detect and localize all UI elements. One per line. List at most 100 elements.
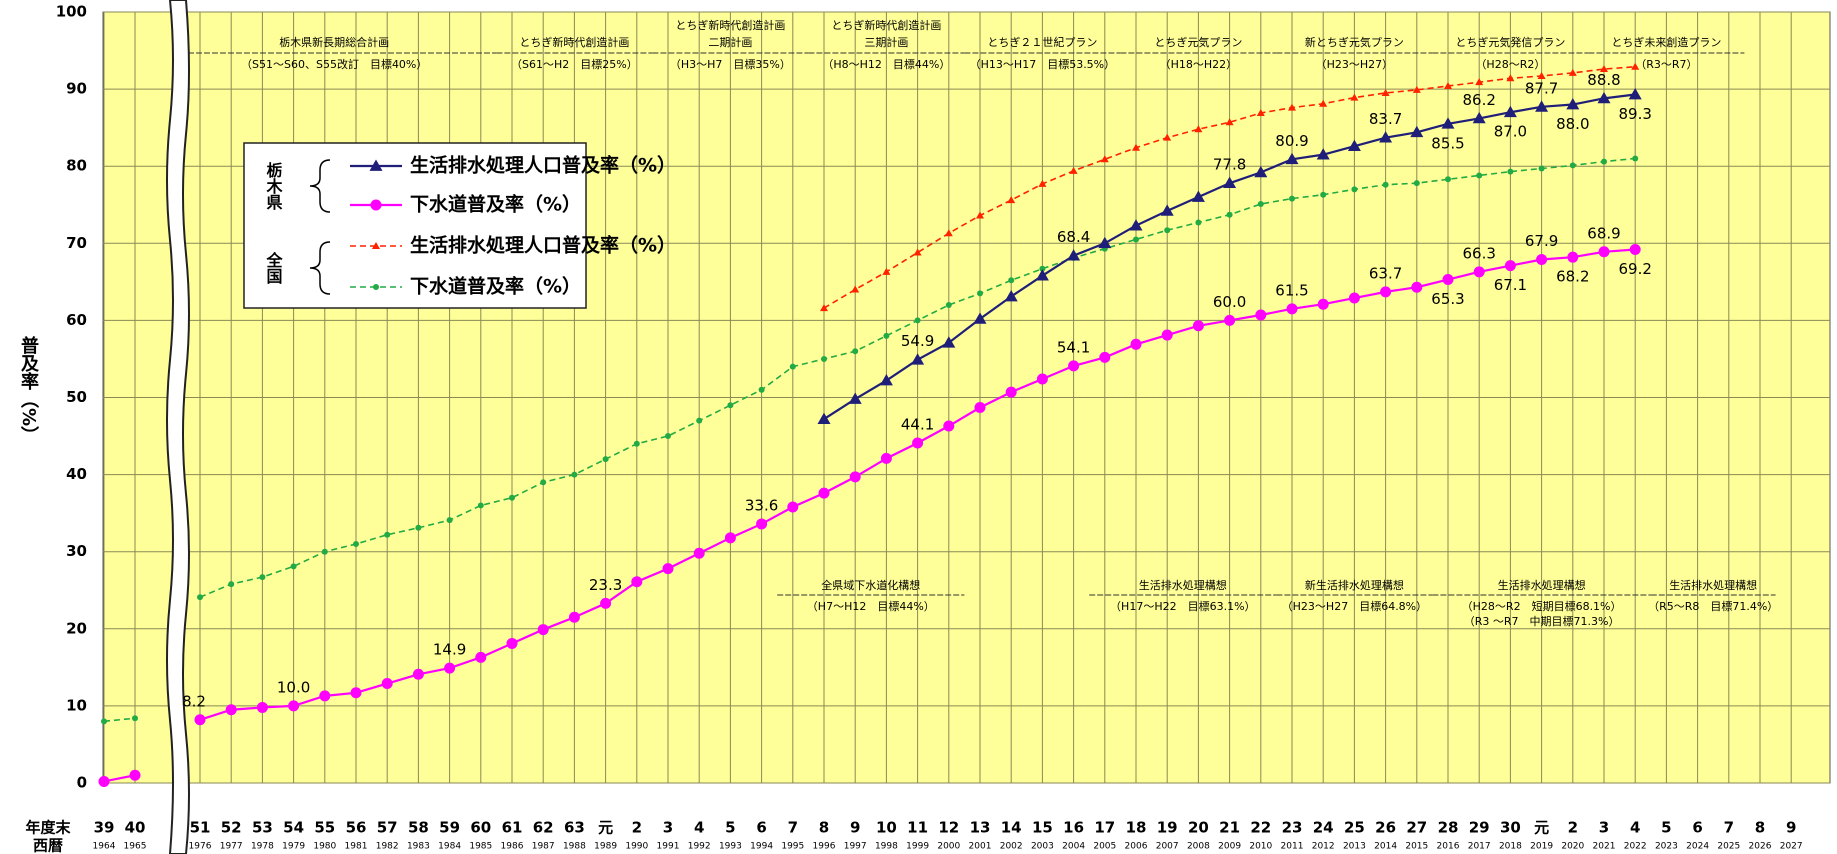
- marker: [1035, 269, 1049, 281]
- x-tick-label: 62: [533, 819, 554, 837]
- legend-label: 生活排水処理人口普及率（%）: [410, 234, 676, 257]
- y-tick-label: 90: [66, 80, 87, 98]
- plan-annotations: 栃木県新長期総合計画 （S51～S60、S55改訂 目標40%） とちぎ新時代創造計…: [172, 18, 1778, 628]
- marker: [1285, 152, 1299, 165]
- marker: [1351, 186, 1358, 193]
- data-label: 83.7: [1369, 110, 1402, 128]
- marker: [506, 637, 518, 649]
- plan-text: とちぎ新時代創造計画: [675, 18, 785, 32]
- plan-text: 新生活排水処理構想: [1305, 578, 1404, 592]
- x-tick-label: 2: [1568, 819, 1578, 837]
- marker: [321, 548, 328, 555]
- x-row-label: 西暦: [33, 837, 63, 854]
- x-tick-label: 56: [346, 819, 367, 837]
- plan-text: 生活排水処理構想: [1498, 578, 1586, 592]
- y-tick-label: 100: [56, 3, 87, 21]
- x-year-label: 2015: [1405, 842, 1428, 852]
- marker: [1412, 85, 1421, 93]
- marker: [1632, 155, 1639, 162]
- plan-text: （S61～H2 目標25%）: [511, 57, 638, 71]
- plan-text: とちぎ新時代創造計画: [831, 18, 941, 32]
- marker: [1317, 298, 1329, 310]
- marker: [1538, 165, 1545, 172]
- marker: [911, 353, 925, 365]
- marker: [1507, 168, 1514, 175]
- marker: [758, 386, 765, 393]
- data-label: 77.8: [1213, 156, 1246, 174]
- marker: [225, 704, 237, 716]
- marker: [1600, 65, 1608, 73]
- marker: [194, 714, 206, 726]
- marker: [353, 540, 359, 547]
- marker: [373, 284, 379, 290]
- x-tick-label: 4: [694, 819, 704, 837]
- marker: [259, 574, 266, 581]
- x-year-label: 2021: [1593, 842, 1616, 852]
- x-year-label: 2016: [1437, 842, 1460, 852]
- marker: [1257, 200, 1264, 207]
- data-label: 66.3: [1462, 244, 1495, 262]
- marker: [1381, 88, 1390, 96]
- marker: [132, 715, 138, 722]
- x-tick-label: 8: [819, 819, 829, 837]
- plan-text: （H8～H12 目標44%）: [822, 57, 950, 71]
- x-year-label: 1992: [688, 842, 711, 852]
- data-label: 61.5: [1275, 281, 1308, 299]
- x-tick-label: 30: [1500, 819, 1521, 837]
- marker: [412, 668, 424, 680]
- x-year-label: 1979: [282, 842, 305, 852]
- marker: [665, 433, 671, 440]
- x-year-label: 1991: [657, 842, 680, 852]
- plan-text: （R3 ～R7 中期目標71.3%）: [1464, 614, 1620, 628]
- plan-text: 生活排水処理構想: [1669, 578, 1757, 592]
- marker: [848, 392, 862, 404]
- x-year-label: 1996: [813, 842, 836, 852]
- plan-text: （H18～H22）: [1160, 58, 1238, 71]
- plan-text: （S51～S60、S55改訂 目標40%）: [241, 57, 427, 71]
- marker: [1191, 190, 1205, 202]
- x-year-label: 2007: [1156, 842, 1179, 852]
- x-tick-label: 27: [1406, 819, 1427, 837]
- marker: [1319, 99, 1328, 107]
- y-tick-label: 40: [66, 465, 87, 483]
- x-year-label: 1987: [532, 842, 555, 852]
- x-tick-label: 52: [221, 819, 242, 837]
- data-label: 60.0: [1213, 293, 1246, 311]
- x-year-label: 2013: [1343, 842, 1366, 852]
- marker: [1129, 219, 1143, 231]
- marker: [415, 524, 422, 531]
- marker: [369, 159, 383, 171]
- marker: [602, 456, 609, 463]
- marker: [913, 248, 922, 256]
- brace: [309, 241, 331, 295]
- marker: [1164, 227, 1171, 234]
- x-tick-label: 9: [850, 819, 860, 837]
- marker: [1445, 176, 1451, 183]
- marker: [1411, 281, 1423, 293]
- plan-text: （H28～R2 短期目標68.1%）: [1462, 599, 1622, 613]
- legend-label: 生活排水処理人口普及率（%）: [410, 154, 676, 177]
- x-tick-label: 25: [1344, 819, 1365, 837]
- marker: [1347, 139, 1361, 152]
- x-year-label: 1997: [844, 842, 867, 852]
- marker: [1380, 286, 1392, 298]
- marker: [1289, 195, 1295, 202]
- data-label: 33.6: [745, 496, 778, 514]
- marker: [852, 348, 859, 355]
- marker: [197, 594, 203, 601]
- x-year-label: 2006: [1125, 842, 1148, 852]
- data-label: 85.5: [1431, 134, 1464, 152]
- marker: [1005, 386, 1017, 398]
- marker: [1160, 204, 1174, 216]
- x-tick-label: 14: [1001, 819, 1022, 837]
- marker: [228, 581, 235, 588]
- plan-text: とちぎ未来創造プラン: [1611, 35, 1721, 49]
- x-tick-label: 24: [1313, 819, 1334, 837]
- plan-text: （H23～H27）: [1316, 58, 1394, 71]
- data-label: 68.9: [1587, 224, 1620, 242]
- data-label: 69.2: [1618, 260, 1651, 278]
- x-year-label: 1982: [376, 842, 399, 852]
- y-tick-label: 10: [66, 696, 87, 714]
- marker: [724, 532, 736, 544]
- plan-text: とちぎ元気プラン: [1154, 35, 1242, 49]
